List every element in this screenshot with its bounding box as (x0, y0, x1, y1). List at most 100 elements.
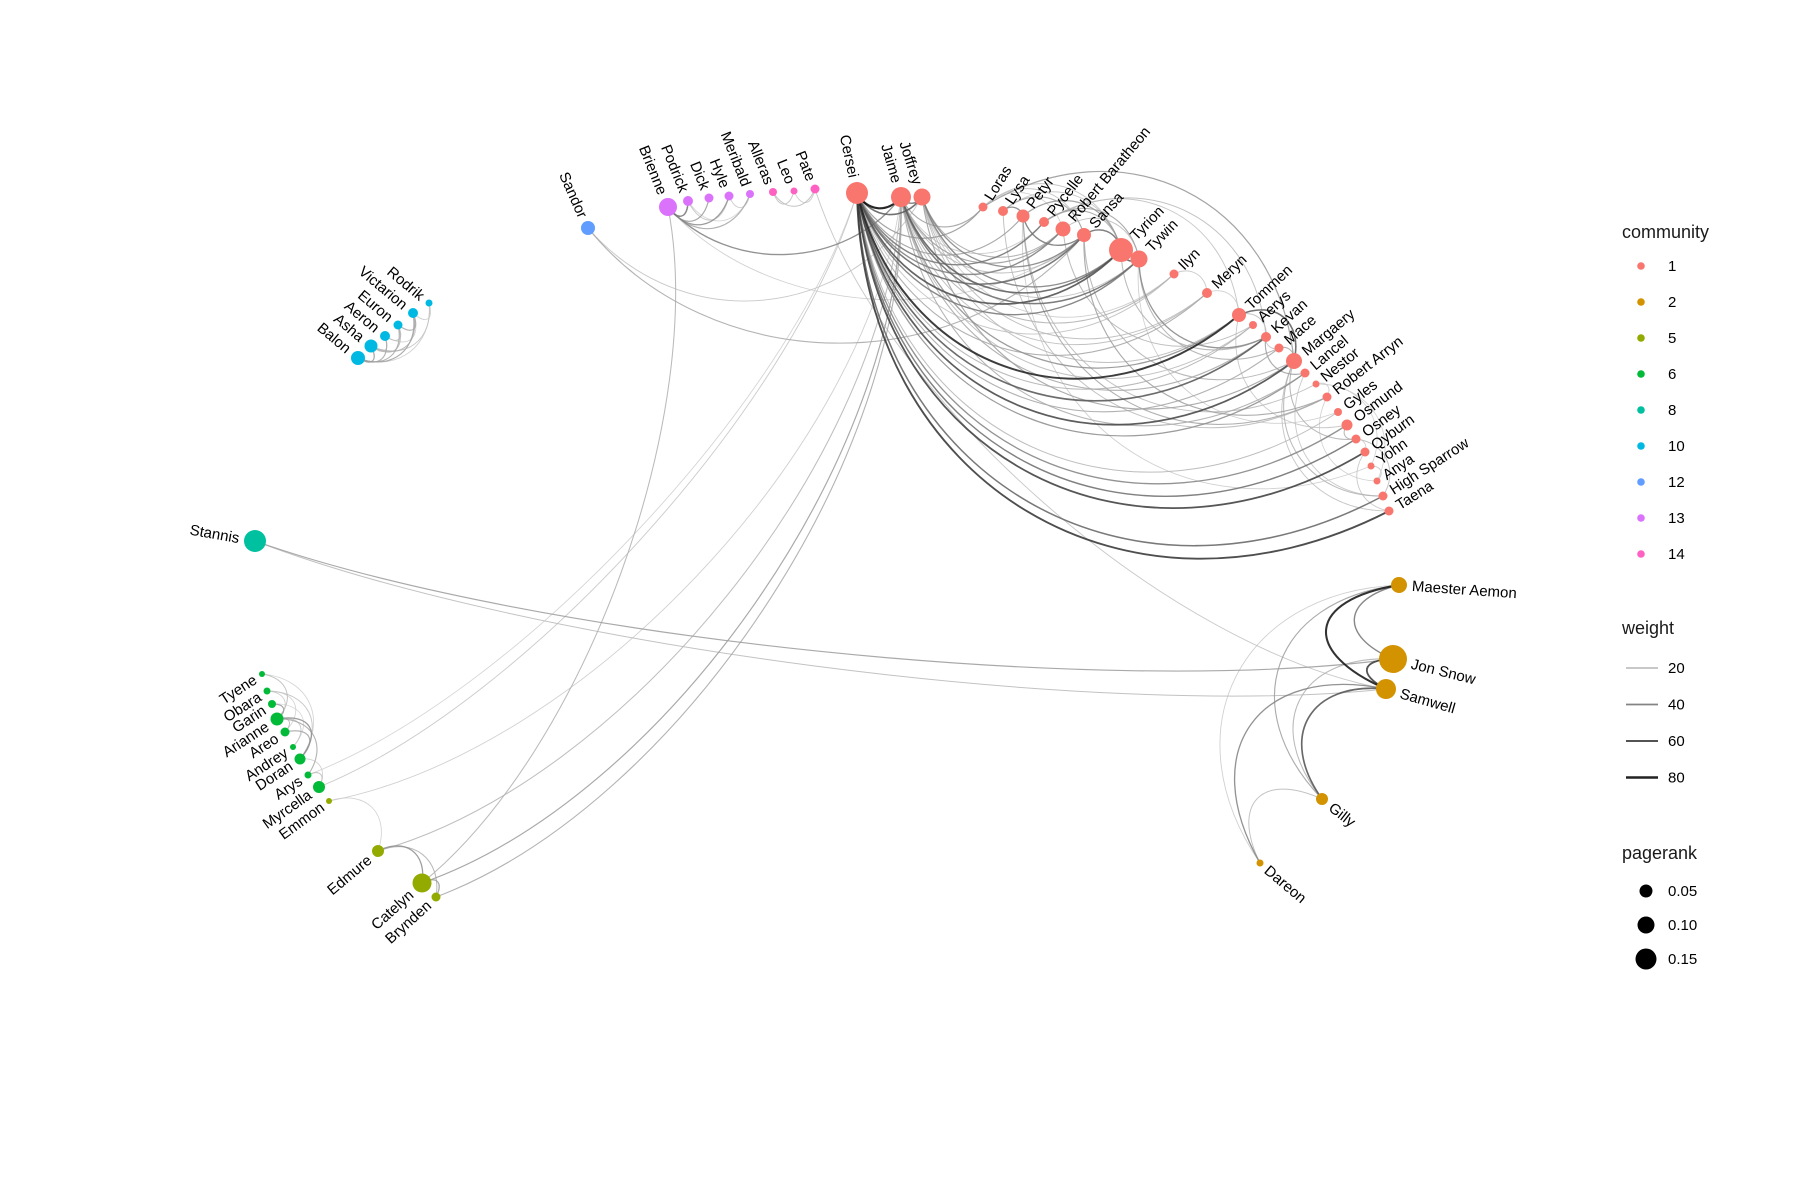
legend-community-swatch-6 (1637, 370, 1645, 378)
edge-cersei-lancel (856, 192, 1306, 437)
node-asha (364, 339, 378, 353)
legend-community-swatch-5 (1637, 334, 1645, 342)
legend-community-label-8: 8 (1668, 402, 1676, 419)
edge-brynden-jaime (435, 196, 902, 898)
node-ilyn (1169, 269, 1179, 279)
edge-emmon-jaime (328, 196, 902, 802)
node-andrey (290, 744, 296, 750)
node-high-sparrow (1378, 491, 1388, 501)
edge-cersei-tyrion (856, 192, 1122, 305)
legend-community-swatch-14 (1637, 550, 1645, 558)
node-samwell (1376, 679, 1396, 699)
node-osmund (1341, 419, 1353, 431)
edge-cersei-gyles (856, 192, 1339, 473)
node-robert-baratheon (1055, 221, 1071, 237)
node-areo (280, 727, 290, 737)
edge-doran-arianne (276, 717, 312, 760)
edge-cersei-high-sparrow (856, 192, 1384, 547)
node-pate (810, 184, 820, 194)
edge-jaime-robert-baratheon (900, 196, 1064, 264)
edge-robert-baratheon-aerys (1062, 228, 1254, 347)
node-cersei (846, 182, 868, 204)
edge-tyrion-kevan (1120, 249, 1267, 351)
edge-anya-nestor (1315, 383, 1386, 482)
legend-community-label-5: 5 (1668, 330, 1676, 347)
node-jon-snow (1379, 645, 1407, 673)
edge-kevan-lancel (1264, 336, 1306, 375)
node-label-dareon: Dareon (1261, 862, 1310, 907)
edge-jon-snow-gilly (1292, 658, 1394, 800)
edge-joffrey-margaery (921, 196, 1295, 410)
node-garin (268, 700, 276, 708)
node-rodrik (425, 299, 433, 307)
node-mace (1274, 343, 1284, 353)
legend-pagerank-label-0.15: 0.15 (1668, 951, 1697, 968)
node-leo (790, 187, 798, 195)
node-hyle (724, 191, 734, 201)
legend-pagerank-title: pagerank (1622, 843, 1698, 863)
node-label-cersei: Cersei (836, 133, 862, 179)
legend-community-swatch-10 (1637, 442, 1645, 450)
node-petyr (1016, 209, 1030, 223)
edge-margaery-osney (1289, 360, 1357, 440)
edge-joffrey-ilyn (921, 196, 1175, 318)
legend-pagerank-label-0.10: 0.10 (1668, 917, 1697, 934)
node-alleras (769, 188, 777, 196)
edge-brienne-catelyn (421, 206, 677, 884)
edge-jaime-pycelle (900, 196, 1045, 254)
node-label-ilyn: Ilyn (1175, 245, 1204, 274)
node-label-samwell: Samwell (1398, 685, 1457, 717)
nodes-layer (244, 182, 1407, 902)
node-dick (704, 193, 714, 203)
edge-jaime-loras (900, 196, 984, 228)
node-label-stannis: Stannis (188, 522, 240, 547)
edge-balon-victarion (357, 312, 415, 363)
node-label-gilly: Gilly (1325, 799, 1359, 831)
legend-community-swatch-8 (1637, 406, 1645, 414)
edge-sandor-sansa (587, 227, 1085, 344)
edge-jaime-tyrion (900, 196, 1122, 294)
node-meryn (1202, 288, 1212, 298)
legend-weight-label-20: 20 (1668, 660, 1685, 677)
node-taena (1384, 506, 1394, 516)
edge-stannis-samwell (254, 540, 1387, 697)
node-tywin (1130, 250, 1148, 268)
node-victarion (408, 308, 418, 318)
node-balon (351, 351, 365, 365)
edge-cersei-tywin (856, 192, 1140, 316)
edge-cersei-osmund (856, 192, 1348, 485)
node-kevan (1261, 332, 1271, 342)
node-gyles (1334, 408, 1342, 416)
node-euron (393, 320, 403, 330)
edge-catelyn-jaime (421, 196, 902, 884)
node-yohn (1367, 462, 1375, 470)
node-arianne (270, 712, 284, 726)
node-stannis (244, 530, 266, 552)
edge-sansa-robert-arryn (1083, 234, 1328, 416)
edge-tommen-osmund (1235, 314, 1348, 429)
edge-alleras-pate (772, 188, 816, 207)
edge-maester-aemon-samwell (1325, 583, 1401, 691)
edge-cersei-qyburn (856, 192, 1366, 510)
edge-samwell-dareon (1234, 683, 1387, 864)
node-label-sandor: Sandor (555, 170, 590, 221)
edge-tywin-kevan (1138, 258, 1267, 349)
legend-weight-label-60: 60 (1668, 733, 1685, 750)
edge-edmure-brynden (377, 846, 438, 898)
edge-margaery-loras (982, 171, 1295, 362)
node-lancel (1300, 368, 1310, 378)
edge-margaery-tommen (1238, 309, 1297, 362)
edge-cersei-tommen (856, 192, 1240, 380)
node-doran (294, 753, 306, 765)
node-osney (1351, 434, 1361, 444)
legend-community-label-6: 6 (1668, 366, 1676, 383)
edge-jaime-meryn (900, 196, 1208, 346)
node-label-jon-snow: Jon Snow (1409, 656, 1477, 688)
legend-pagerank-swatch-0.15 (1635, 948, 1657, 970)
edge-jaime-tywin (900, 196, 1140, 305)
edge-cersei-meryn (856, 192, 1208, 356)
node-labels-layer: Sandor BriennePodrickDickHyleMeribaldAlle… (188, 124, 1517, 948)
edge-cersei-margaery (856, 192, 1295, 426)
